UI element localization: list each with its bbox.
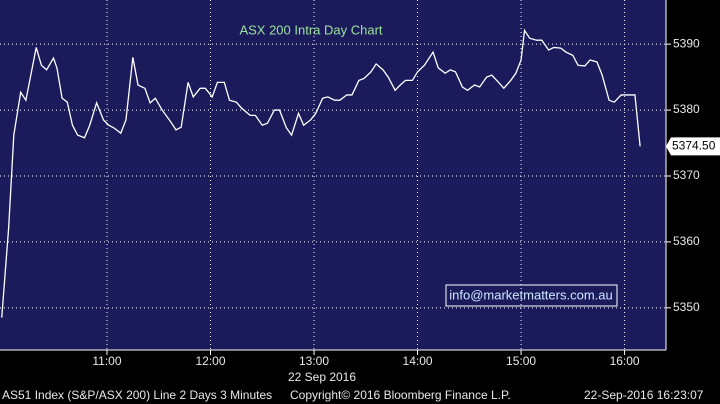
footer-text: Copyright© 2016 Bloomberg Finance L.P. bbox=[290, 388, 511, 402]
footer-text: 22-Sep-2016 16:23:07 bbox=[584, 388, 704, 402]
x-tick-label: 11:00 bbox=[92, 354, 121, 368]
annotation: info@marketmatters.com.au bbox=[449, 287, 612, 302]
y-tick-label: 5390 bbox=[673, 36, 700, 50]
chart-title: ASX 200 Intra Day Chart bbox=[239, 22, 382, 37]
last-price-box bbox=[666, 137, 720, 156]
x-tick-label: 12:00 bbox=[195, 354, 225, 368]
y-tick-label: 5360 bbox=[673, 234, 700, 248]
footer-text: AS51 Index (S&P/ASX 200) Line 2 Days 3 M… bbox=[2, 388, 272, 402]
annotation-box bbox=[445, 284, 618, 307]
last-price-label: 5374.50 bbox=[672, 138, 716, 152]
x-axis-label: 22 Sep 2016 bbox=[288, 370, 356, 384]
plot-area bbox=[0, 0, 666, 350]
y-tick-label: 5350 bbox=[673, 300, 700, 314]
x-tick-label: 13:00 bbox=[299, 354, 329, 368]
y-tick-label: 5370 bbox=[673, 168, 700, 182]
x-tick-label: 14:00 bbox=[403, 354, 433, 368]
y-tick-label: 5380 bbox=[673, 102, 700, 116]
x-tick-label: 16:00 bbox=[610, 354, 640, 368]
x-tick-label: 15:00 bbox=[506, 354, 536, 368]
price-line bbox=[1, 28, 641, 318]
